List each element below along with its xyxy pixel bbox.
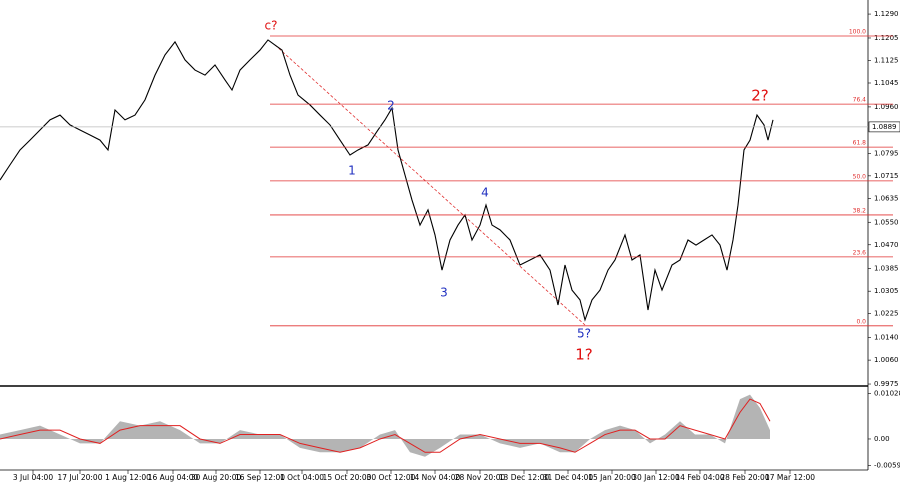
- y-tick-label: 0.01028: [874, 389, 900, 397]
- y-tick-label: 1.0715: [874, 172, 899, 180]
- x-tick-label: 3 Jul 04:00: [13, 473, 53, 482]
- y-tick-label: 1.0225: [874, 310, 899, 318]
- x-tick-label: 14 Nov 04:00: [410, 473, 461, 482]
- y-tick-label: -0.00597: [874, 461, 900, 469]
- fib-label: 76.4: [853, 97, 867, 104]
- fib-label: 38.2: [853, 207, 867, 214]
- last-price-box: [868, 121, 900, 133]
- fib-label: 23.6: [853, 249, 867, 256]
- x-tick-label: 16 Aug 04:00: [148, 473, 199, 482]
- y-tick-label: 1.1125: [874, 56, 899, 64]
- wave-label: 5?: [577, 327, 591, 341]
- wave-label: 1?: [575, 346, 593, 364]
- x-tick-label: 31 Dec 04:00: [543, 473, 594, 482]
- x-tick-label: 28 Nov 20:00: [455, 473, 506, 482]
- y-tick-label: 1.0060: [874, 356, 899, 364]
- wave-label: 1: [348, 164, 356, 178]
- fib-label: 61.8: [853, 140, 867, 147]
- wave-label: 4: [481, 186, 489, 200]
- x-tick-label: 28 Feb 20:00: [720, 473, 769, 482]
- last-price-label: 1.0889: [872, 123, 897, 131]
- y-tick-label: 1.0635: [874, 194, 899, 202]
- wave-label: c?: [265, 19, 278, 33]
- x-tick-label: 15 Jan 20:00: [588, 473, 636, 482]
- wave-label: 2: [387, 99, 395, 113]
- y-tick-label: 0.9975: [874, 380, 899, 388]
- x-tick-label: 17 Jul 20:00: [58, 473, 103, 482]
- y-tick-label: 1.0305: [874, 287, 899, 295]
- wave-label: 2?: [751, 87, 769, 105]
- y-tick-label: 0.00: [874, 435, 890, 443]
- x-tick-label: 16 Sep 12:00: [235, 473, 285, 482]
- price-line: [0, 39, 774, 322]
- x-tick-label: 1 Aug 12:00: [105, 473, 151, 482]
- x-tick-label: 30 Jan 12:00: [632, 473, 680, 482]
- y-tick-label: 1.1290: [874, 10, 899, 18]
- y-tick-label: 1.0470: [874, 241, 899, 249]
- y-tick-label: 1.1045: [874, 79, 899, 87]
- signal-line: [0, 398, 771, 453]
- x-tick-label: 30 Oct 12:00: [367, 473, 416, 482]
- histogram-area: [0, 394, 770, 457]
- x-tick-label: 14 Feb 04:00: [675, 473, 724, 482]
- fib-label: 50.0: [853, 173, 867, 180]
- x-tick-label: 17 Mar 12:00: [765, 473, 815, 482]
- y-tick-label: 1.0960: [874, 103, 899, 111]
- y-tick-label: 1.0385: [874, 265, 899, 273]
- y-tick-label: 1.0140: [874, 334, 899, 342]
- wave-label: 3: [440, 286, 448, 300]
- x-tick-label: 13 Dec 12:00: [499, 473, 550, 482]
- y-tick-label: 1.1205: [874, 34, 899, 42]
- fib-label: 0.0: [856, 318, 866, 325]
- y-tick-label: 1.0795: [874, 149, 899, 157]
- x-tick-label: 30 Aug 20:00: [191, 473, 242, 482]
- x-tick-label: 1 Oct 04:00: [280, 473, 324, 482]
- x-tick-label: 15 Oct 20:00: [323, 473, 372, 482]
- y-tick-label: 1.0550: [874, 218, 899, 226]
- fib-label: 100.0: [849, 29, 866, 36]
